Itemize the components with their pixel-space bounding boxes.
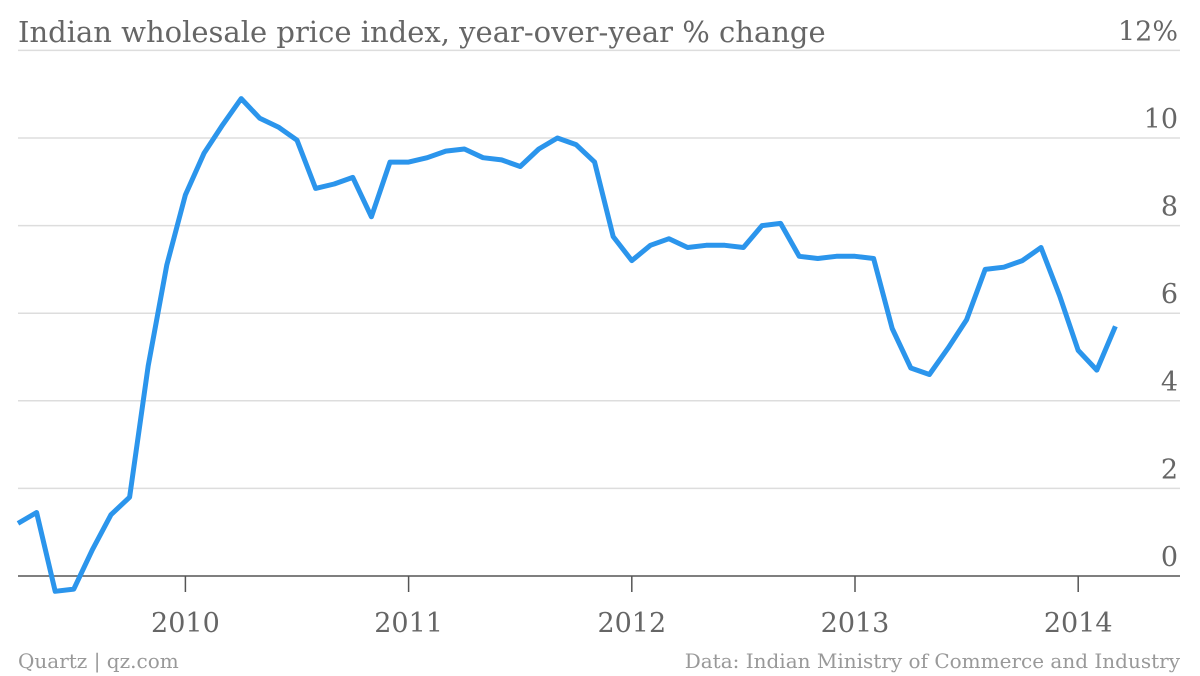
- y-tick-label: 6: [1161, 279, 1178, 310]
- y-tick-label: 4: [1161, 367, 1178, 398]
- y-tick-label: 12%: [1118, 16, 1178, 47]
- source: Data: Indian Ministry of Commerce and In…: [685, 649, 1181, 673]
- line: [16, 96, 1118, 594]
- y-tick-label: 0: [1161, 542, 1178, 573]
- y-tick-label: 8: [1161, 192, 1178, 223]
- y-tick-label: 2: [1161, 454, 1178, 485]
- x-tick-label: 2011: [374, 608, 443, 639]
- credit: Quartz | qz.com: [18, 649, 179, 674]
- x-tick-label: 2014: [1044, 608, 1113, 639]
- chart-title: Indian wholesale price index, year-over-…: [18, 15, 826, 49]
- x-tick-label: 2012: [597, 608, 666, 639]
- y-tick-label: 10: [1144, 104, 1178, 135]
- x-tick-label: 2010: [151, 608, 220, 639]
- x-tick-label: 2013: [821, 608, 890, 639]
